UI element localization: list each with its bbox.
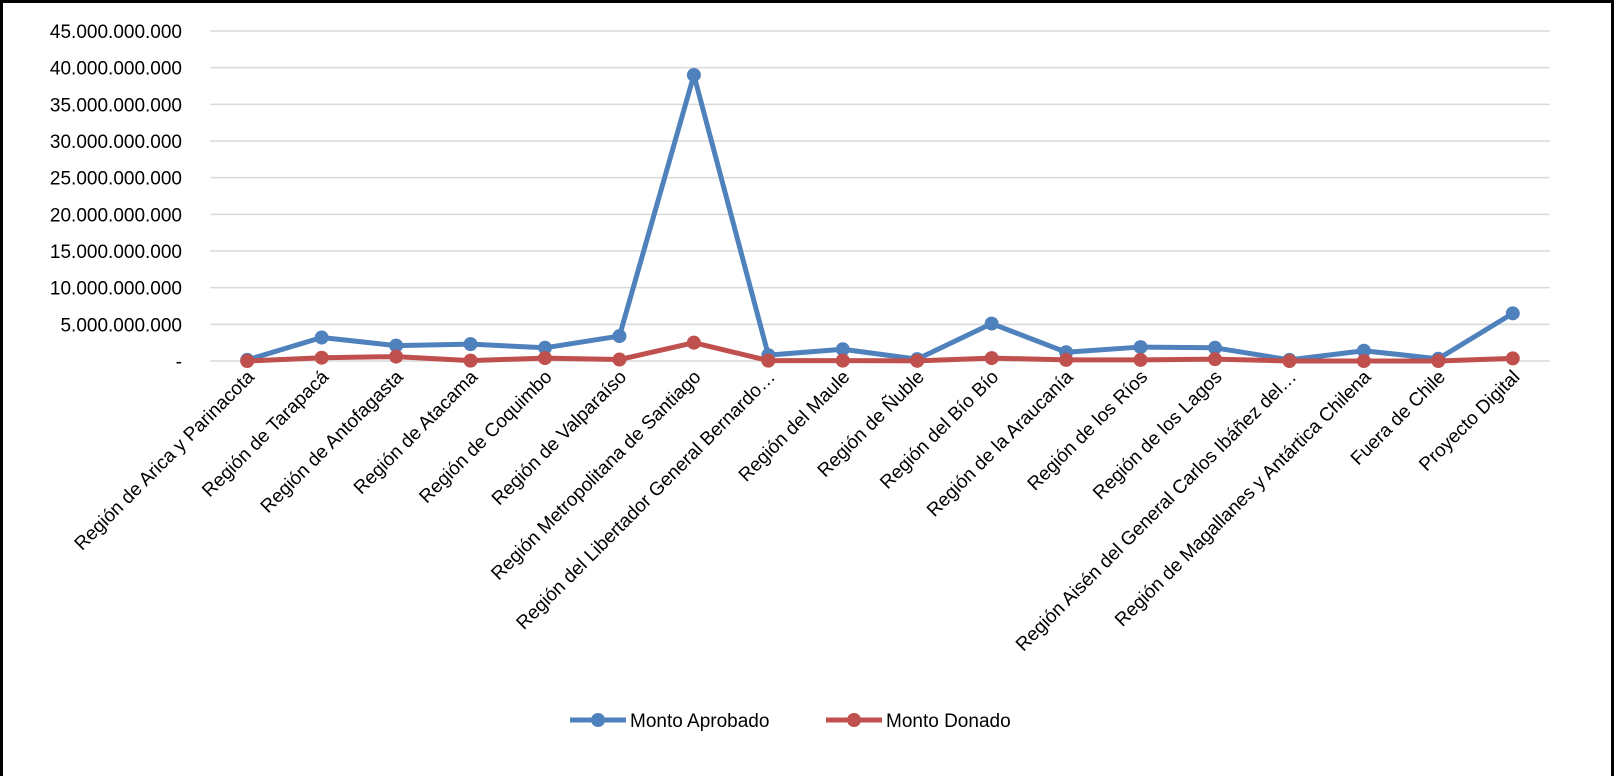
y-tick-label: 5.000.000.000 <box>60 315 182 336</box>
x-category-label: Región de Tarapacá <box>198 366 333 501</box>
legend-entry: Monto Donado <box>826 711 1011 732</box>
x-category-label: Región Aisén del General Carlos Ibáñez d… <box>1012 367 1301 656</box>
data-point <box>314 350 329 365</box>
data-point <box>538 340 552 355</box>
series-lines <box>240 68 1520 368</box>
x-category-label: Región de la Araucanía <box>923 366 1078 521</box>
data-point <box>835 353 850 368</box>
data-point <box>910 353 925 368</box>
x-category-label: Región de Magallanes y Antártica Chilena <box>1111 366 1376 631</box>
data-point <box>463 353 478 368</box>
data-point <box>1505 351 1520 366</box>
data-point <box>984 316 999 331</box>
data-point <box>612 329 627 344</box>
data-point <box>984 351 999 366</box>
data-point <box>686 68 701 82</box>
x-category-label: Región de Atacama <box>350 366 482 498</box>
data-point <box>389 338 404 353</box>
data-point <box>1505 306 1520 321</box>
data-point <box>1133 352 1148 367</box>
data-point <box>612 352 627 367</box>
data-point <box>686 335 701 350</box>
legend: Monto Aprobado Monto Donado <box>570 711 1011 732</box>
data-point <box>1356 354 1371 368</box>
y-tick-label: 25.000.000.000 <box>50 169 182 190</box>
series-1 <box>240 68 1520 367</box>
legend-label: Monto Donado <box>886 711 1011 732</box>
y-tick-label: 40.000.000.000 <box>50 59 182 80</box>
y-tick-label: 15.000.000.000 <box>50 242 182 263</box>
x-category-label: Región de Antofagasta <box>257 366 408 517</box>
data-point <box>538 351 552 366</box>
x-category-label: Región del Libertador General Bernardo… <box>513 367 780 634</box>
legend-label: Monto Aprobado <box>630 711 769 732</box>
data-point <box>314 330 329 345</box>
y-tick-label: 10.000.000.000 <box>50 279 182 300</box>
series-line <box>246 72 1515 363</box>
data-point <box>1431 354 1446 368</box>
y-tick-label: 45.000.000.000 <box>50 22 182 43</box>
data-point <box>1059 352 1074 367</box>
data-point <box>1133 340 1148 355</box>
y-axis-ticks: - 5.000.000.000 10.000.000.000 15.000.000.0… <box>50 22 182 373</box>
data-point <box>835 342 850 357</box>
series-2 <box>240 335 1520 368</box>
y-tick-label: - <box>176 352 182 373</box>
y-tick-label: 30.000.000.000 <box>50 132 182 153</box>
series-line <box>247 340 1513 364</box>
x-category-label: Región de Coquimbo <box>415 367 556 508</box>
gridlines <box>210 30 1550 362</box>
x-category-label: Región de los Lagos <box>1089 367 1226 504</box>
legend-marker <box>847 713 861 727</box>
legend-marker <box>591 713 605 727</box>
data-point <box>1208 352 1222 367</box>
legend-entry: Monto Aprobado <box>570 711 769 732</box>
x-category-label: Región de Valparaíso <box>488 367 631 510</box>
data-point <box>240 354 255 368</box>
data-point <box>761 353 776 368</box>
y-tick-label: 35.000.000.000 <box>50 95 182 116</box>
data-point <box>1208 340 1222 355</box>
data-point <box>389 349 404 364</box>
data-point <box>463 337 478 352</box>
data-point <box>1356 343 1371 358</box>
data-point <box>1282 354 1297 368</box>
y-tick-label: 20.000.000.000 <box>50 205 182 226</box>
